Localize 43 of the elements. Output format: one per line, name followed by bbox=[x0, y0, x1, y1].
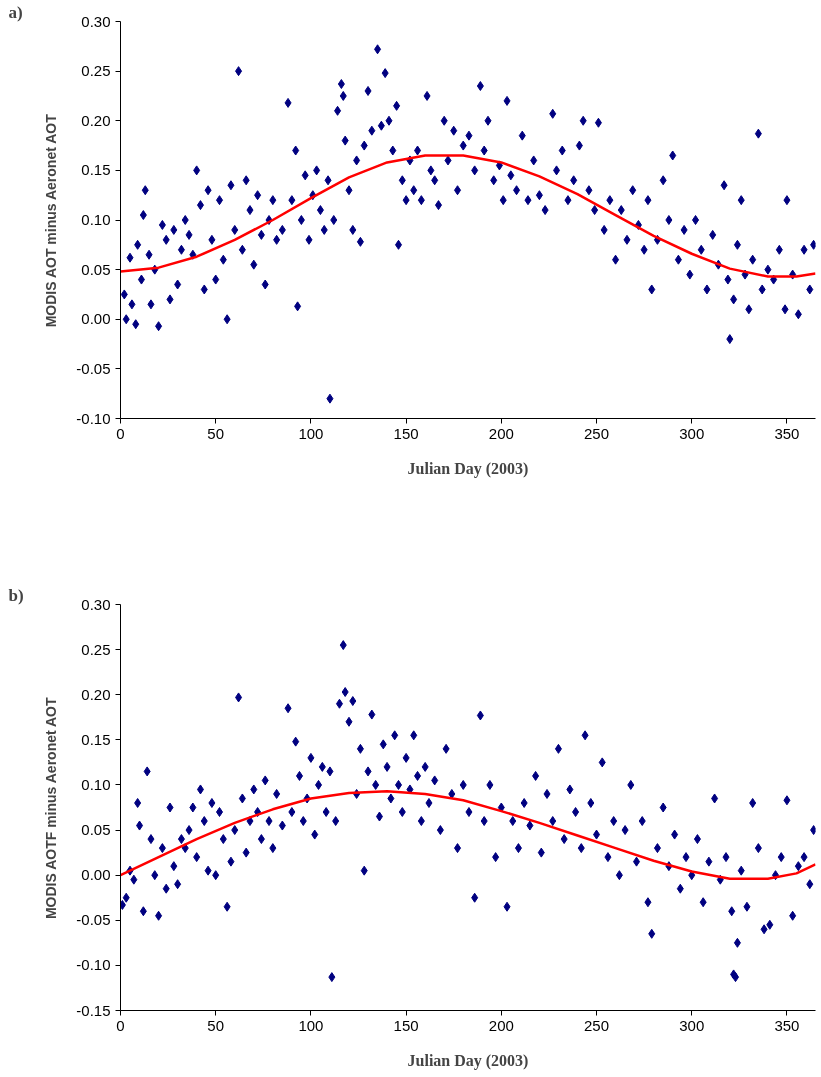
y-tick-label: 0.10 bbox=[81, 211, 111, 228]
y-tick-label: -0.10 bbox=[76, 409, 111, 427]
y-tick-label: 0.00 bbox=[81, 310, 111, 328]
y-tick-label: 0.00 bbox=[81, 866, 111, 884]
x-tick-label: 50 bbox=[207, 1016, 225, 1034]
y-tick-label: 0.25 bbox=[81, 640, 111, 658]
y-tick-label: -0.05 bbox=[76, 359, 111, 377]
x-axis-title: Julian Day (2003) bbox=[407, 1051, 529, 1070]
y-tick-label: 0.30 bbox=[81, 12, 111, 30]
y-tick-label: 0.15 bbox=[81, 161, 111, 179]
x-tick-label: 0 bbox=[116, 1016, 125, 1034]
y-tick-label: 0.05 bbox=[81, 821, 111, 839]
x-tick-label: 150 bbox=[393, 1016, 419, 1034]
x-tick-label: 250 bbox=[584, 424, 610, 442]
x-tick-label: 150 bbox=[393, 424, 419, 442]
y-axis-title: MODIS AOTF minus Aeronet AOT bbox=[43, 697, 60, 920]
y-axis-title: MODIS AOT minus Aeronet AOT bbox=[43, 113, 60, 328]
y-tick-label: 0.20 bbox=[81, 111, 111, 129]
y-tick-label: 0.25 bbox=[81, 62, 111, 80]
x-tick-label: 300 bbox=[679, 1016, 705, 1034]
y-tick-label: 0.30 bbox=[81, 595, 111, 613]
y-tick-label: -0.15 bbox=[76, 1001, 111, 1019]
x-tick-label: 100 bbox=[298, 424, 324, 442]
y-tick-label: 0.05 bbox=[81, 260, 111, 278]
x-tick-label: 350 bbox=[774, 1016, 800, 1034]
x-tick-label: 0 bbox=[116, 424, 125, 442]
y-tick-label: 0.10 bbox=[81, 775, 111, 793]
x-tick-label: 100 bbox=[298, 1016, 324, 1034]
y-tick-label: -0.10 bbox=[76, 956, 111, 974]
y-tick-label: -0.05 bbox=[76, 911, 111, 929]
x-tick-label: 200 bbox=[488, 424, 514, 442]
x-tick-label: 200 bbox=[488, 1016, 514, 1034]
text: a) bbox=[8, 2, 23, 22]
y-tick-label: 0.15 bbox=[81, 730, 111, 748]
line-series bbox=[120, 154, 816, 278]
x-tick-label: 350 bbox=[774, 424, 800, 442]
x-tick-label: 50 bbox=[207, 424, 225, 442]
text: b) bbox=[8, 585, 24, 605]
x-axis-title: Julian Day (2003) bbox=[407, 459, 529, 478]
y-tick-label: 0.20 bbox=[81, 685, 111, 703]
x-tick-label: 300 bbox=[679, 424, 705, 442]
line-series bbox=[120, 790, 816, 881]
x-tick-label: 250 bbox=[584, 1016, 610, 1034]
